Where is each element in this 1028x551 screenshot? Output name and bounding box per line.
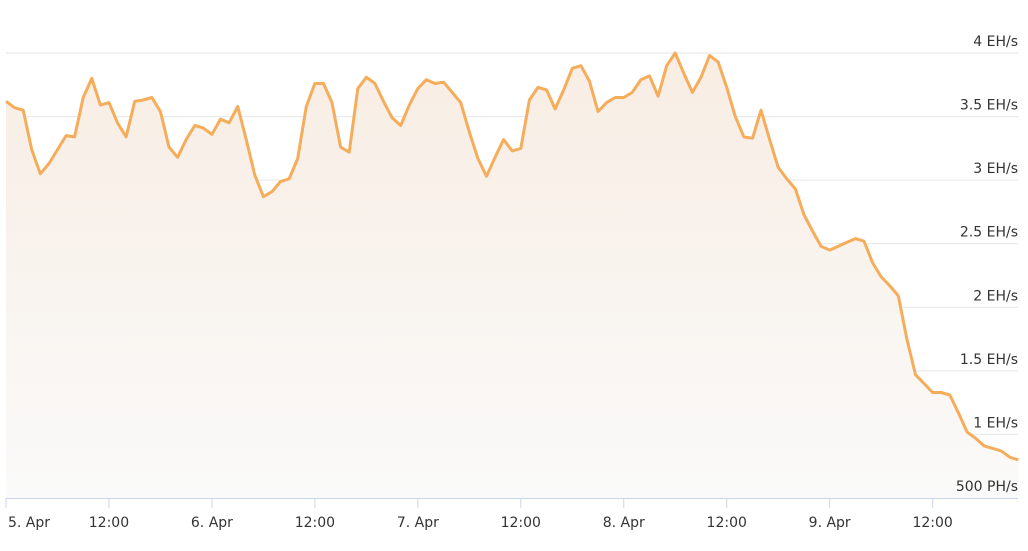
x-tick-label: 12:00 (295, 515, 335, 531)
y-tick-label: 3 EH/s (973, 161, 1018, 177)
x-tick-label: 12:00 (501, 515, 541, 531)
x-tick-label: 12:00 (707, 515, 747, 531)
x-axis-ticks: 5. Apr 12:00 6. Apr 12:00 7. Apr 12:00 8. Apr 1… (5, 498, 953, 531)
y-axis-labels: 500 PH/s 1 EH/s 1.5 EH/s 2 EH/s 2.5 EH/s 3 EH… (956, 34, 1018, 495)
series-line (5, 51, 1019, 462)
y-tick-label: 2 EH/s (973, 288, 1018, 304)
x-tick-label: 12:00 (912, 515, 952, 531)
area-fill (6, 53, 1019, 498)
y-tick-label: 2.5 EH/s (960, 225, 1018, 241)
y-tick-label: 3.5 EH/s (960, 98, 1018, 114)
x-tick-label: 12:00 (89, 515, 129, 531)
x-tick-label: 5. Apr (8, 515, 50, 531)
x-tick-label: 8. Apr (603, 515, 645, 531)
data-points (5, 52, 1019, 460)
x-tick-label: 7. Apr (397, 515, 439, 531)
y-tick-label: 1 EH/s (973, 415, 1018, 431)
y-tick-label: 500 PH/s (956, 479, 1018, 495)
x-tick-label: 6. Apr (191, 515, 233, 531)
y-tick-label: 1.5 EH/s (960, 352, 1018, 368)
y-tick-label: 4 EH/s (973, 34, 1018, 50)
x-tick-label: 9. Apr (809, 515, 851, 531)
